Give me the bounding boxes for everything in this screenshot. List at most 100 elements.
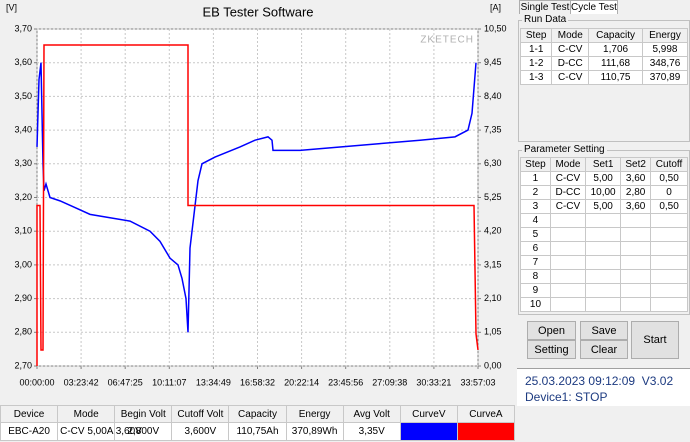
table-cell: 3,600V — [171, 422, 230, 441]
watermark: ZKETECH — [420, 35, 474, 46]
table-row: 8 — [520, 269, 688, 284]
table-cell: 2 — [520, 185, 551, 200]
column-header: Set2 — [620, 157, 652, 172]
table-cell — [620, 283, 652, 298]
data-line — [36, 44, 479, 366]
group-title: Run Data — [522, 14, 569, 25]
table-cell: 5,998 — [641, 42, 689, 57]
table-row: EBC-A20 C-CV 5,00A 3,60V 2,800V 3,600V 110,7… — [0, 422, 516, 441]
table-row: 9 — [520, 283, 688, 298]
tab[interactable]: Single Test — [519, 0, 571, 14]
y-tick-label: 2,90 — [14, 293, 32, 303]
column-header: Mode — [549, 157, 587, 172]
table-cell: 10 — [520, 297, 551, 312]
data-line — [36, 62, 477, 333]
table-cell: 1,706 — [588, 42, 643, 57]
y2-tick-label: 6,30 — [484, 158, 502, 168]
table-cell — [585, 227, 622, 242]
table-cell: 3,60 — [620, 171, 652, 186]
table-cell: D-CC — [549, 185, 587, 200]
table-cell: 3 — [520, 199, 551, 214]
table-cell: 110,75Ah — [228, 422, 287, 441]
x-tick-label: 13:34:49 — [196, 377, 231, 387]
table-cell: 348,76 — [641, 56, 689, 71]
y2-tick-label: 4,20 — [484, 226, 502, 236]
table-cell: 4 — [520, 213, 551, 228]
table-cell: 370,89 — [641, 70, 689, 85]
table-cell: D-CC — [551, 56, 590, 71]
y2-tick-label: 7,35 — [484, 124, 502, 134]
table-cell — [620, 241, 652, 256]
status-device: Device1: STOP — [525, 390, 608, 404]
table-cell — [620, 213, 652, 228]
y2-tick-label: 8,40 — [484, 91, 502, 101]
y2-tick-label: 2,10 — [484, 293, 502, 303]
column-header: Energy — [285, 405, 344, 423]
column-header: Capacity — [588, 28, 643, 43]
y2-tick-label: 3,15 — [484, 259, 502, 269]
column-header: Step — [520, 157, 551, 172]
y-tick-label: 3,60 — [14, 57, 32, 67]
table-cell: 110,75 — [588, 70, 643, 85]
table-cell: 0,50 — [650, 199, 688, 214]
table-row: 10 — [520, 297, 688, 312]
column-header: Set1 — [585, 157, 622, 172]
x-tick-label: 16:58:32 — [240, 377, 275, 387]
table-cell — [650, 269, 688, 284]
table-row: 6 — [520, 241, 688, 256]
table-cell — [585, 213, 622, 228]
table-cell: C-CV 5,00A 3,60V — [57, 422, 142, 441]
column-header: Mode — [551, 28, 590, 43]
y2-tick-label: 5,25 — [484, 192, 502, 202]
table-cell: C-CV — [549, 199, 587, 214]
column-header: Cutoff Volt — [171, 405, 230, 423]
table-cell: C-CV — [551, 70, 590, 85]
table-cell: 6 — [520, 241, 551, 256]
table-cell — [549, 227, 587, 242]
y-tick-label: 2,80 — [14, 327, 32, 337]
table-cell: 8 — [520, 269, 551, 284]
table-cell: EBC-A20 — [0, 422, 59, 441]
table-cell — [549, 283, 587, 298]
table-cell — [650, 283, 688, 298]
save-button[interactable]: Save — [580, 321, 628, 340]
column-header: Mode — [57, 405, 116, 423]
group-title: Parameter Setting — [522, 144, 607, 155]
table-row: 3 C-CV 5,00 3,60 0,50 — [520, 199, 688, 214]
y-tick-label: 3,00 — [14, 259, 32, 269]
table-cell — [650, 255, 688, 270]
y2-tick-label: 0,00 — [484, 360, 502, 370]
curve-color-cell — [456, 422, 516, 441]
chart-title: EB Tester Software — [202, 4, 313, 19]
table-cell — [585, 283, 622, 298]
setting-button[interactable]: Setting — [527, 340, 576, 359]
table-cell — [585, 241, 622, 256]
y-axis-label: [V] — [6, 2, 17, 12]
status-version: V3.02 — [641, 374, 674, 388]
table-cell — [620, 297, 652, 312]
y2-tick-label: 10,50 — [484, 23, 507, 33]
table-cell: C-CV — [551, 42, 590, 57]
table-cell: 1 — [520, 171, 551, 186]
x-tick-label: 10:11:07 — [152, 377, 186, 387]
start-button[interactable]: Start — [631, 321, 679, 359]
table-cell — [650, 241, 688, 256]
y2-tick-label: 1,05 — [484, 327, 502, 337]
table-cell: C-CV — [549, 171, 587, 186]
table-cell — [650, 227, 688, 242]
column-header: Begin Volt — [114, 405, 173, 423]
open-button[interactable]: Open — [527, 321, 576, 340]
table-row: 1-1 C-CV 1,706 5,998 — [519, 42, 689, 57]
tab[interactable]: Cycle Test — [570, 0, 618, 14]
clear-button[interactable]: Clear — [580, 340, 628, 359]
x-tick-label: 27:09:38 — [372, 377, 407, 387]
y2-axis-label: [A] — [490, 2, 501, 12]
table-cell: 1-3 — [519, 70, 553, 85]
table-row: 5 — [520, 227, 688, 242]
table-cell: 111,68 — [588, 56, 643, 71]
device-table: Device Mode Begin Volt Cutoff Volt Capacity E… — [0, 405, 516, 441]
x-tick-label: 20:22:14 — [284, 377, 319, 387]
y-tick-label: 3,10 — [14, 226, 32, 236]
column-header: Avg Volt — [342, 405, 401, 423]
chart: EB Tester Software [V] [A] ZKETECH 00:00… — [6, 2, 507, 387]
